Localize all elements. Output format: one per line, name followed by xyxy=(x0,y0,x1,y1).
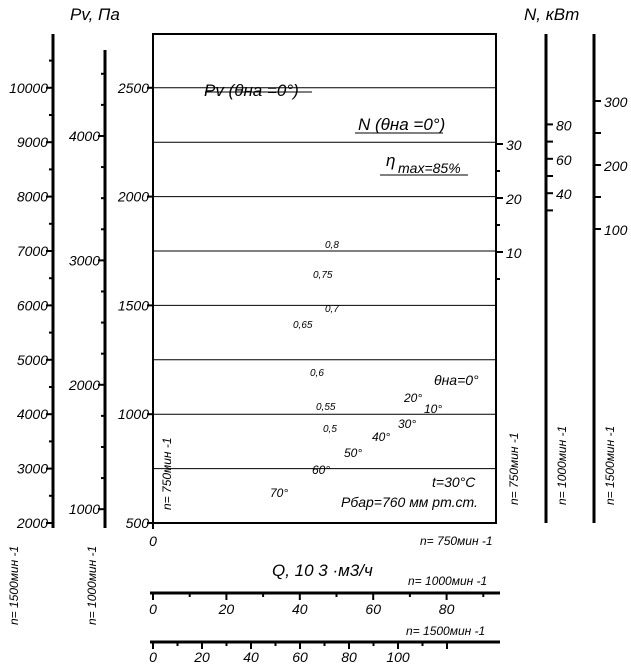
q1000-tick-label: 60 xyxy=(365,601,381,617)
speed-label-1500-right: n= 1500мин -1 xyxy=(603,426,617,505)
blade-angle-0-label: θна=0° xyxy=(434,372,479,388)
efficiency-055-label: 0,55 xyxy=(316,402,336,413)
q1500-tick-label: 20 xyxy=(193,649,210,664)
pv1500-tick-label: 8000 xyxy=(17,189,48,205)
pv1500-tick-label: 3000 xyxy=(17,461,48,477)
efficiency-060-label: 0,6 xyxy=(310,368,324,379)
pv1500-tick-label: 5000 xyxy=(17,352,48,368)
pv1000-tick-label: 1000 xyxy=(69,501,100,517)
pv1500-tick-label: 4000 xyxy=(17,406,48,422)
n1500-tick-label: 200 xyxy=(603,158,628,174)
pv1000-tick-label: 4000 xyxy=(69,128,100,144)
efficiency-050-label: 0,5 xyxy=(323,424,337,435)
q1500-tick-label: 0 xyxy=(149,649,157,664)
n1000-tick-label: 80 xyxy=(556,117,572,133)
n750-tick-label: 10 xyxy=(506,245,522,261)
q-axis-title: Q, 10 3 ·м3/ч xyxy=(272,561,373,580)
n750-tick-label: 30 xyxy=(506,137,522,153)
plot-axes: 5001000150020002500100020003000400020003… xyxy=(9,34,628,664)
condition-temperature: t=30°C xyxy=(432,474,476,490)
speed-label-1000-left: n= 1000мин -1 xyxy=(85,546,99,625)
speed-label-1000-bottom: n= 1000мин -1 xyxy=(408,574,487,588)
pv750-tick-label: 2000 xyxy=(117,189,149,205)
q1500-tick-label: 60 xyxy=(292,649,308,664)
speed-label-750-right: n= 750мин -1 xyxy=(507,432,521,505)
pv1500-tick-label: 6000 xyxy=(17,297,48,313)
blade-angle-60-label: 60° xyxy=(312,463,330,477)
pv1000-tick-label: 3000 xyxy=(69,252,100,268)
eta-max-symbol: η xyxy=(386,151,395,170)
efficiency-075-label: 0,75 xyxy=(313,270,333,281)
speed-label-1000-right: n= 1000мин -1 xyxy=(555,426,569,505)
efficiency-065-label: 0,65 xyxy=(293,320,313,331)
n-axis-title: N, кВт xyxy=(524,5,579,24)
pv-curve-label: Pv (θна =0°) xyxy=(204,81,299,100)
n1500-tick-label: 300 xyxy=(604,94,628,110)
blade-angle-30-label: 30° xyxy=(398,417,416,431)
pv1500-tick-label: 9000 xyxy=(17,134,48,150)
performance-curves xyxy=(205,91,468,176)
pv1500-tick-label: 2000 xyxy=(16,515,48,531)
blade-angle-40-label: 40° xyxy=(372,430,390,444)
pv750-tick-label: 1500 xyxy=(118,297,149,313)
pv1500-tick-label: 7000 xyxy=(17,243,48,259)
efficiency-070-label: 0,7 xyxy=(325,304,339,315)
pv1000-tick-label: 2000 xyxy=(68,377,100,393)
n750-tick-label: 20 xyxy=(505,191,522,207)
n1500-tick-label: 100 xyxy=(604,222,628,238)
n1000-tick-label: 40 xyxy=(556,186,572,202)
q1000-tick-label: 40 xyxy=(292,601,308,617)
speed-label-1500-bottom: n= 1500мин -1 xyxy=(406,624,485,638)
speed-label-750-left: n= 750мин -1 xyxy=(160,437,174,510)
q1500-tick-label: 40 xyxy=(243,649,259,664)
pv750-tick-label: 2500 xyxy=(117,80,149,96)
n-curve-label: N (θна =0°) xyxy=(358,115,445,134)
blade-angle-10-label: 10° xyxy=(424,402,442,416)
speed-label-750-bottom: n= 750мин -1 xyxy=(420,534,493,548)
pv-axis-title: Pv, Па xyxy=(70,5,120,24)
q1000-tick-label: 20 xyxy=(218,601,235,617)
q1000-tick-label: 80 xyxy=(439,601,455,617)
efficiency-080-label: 0,8 xyxy=(325,240,339,251)
blade-angle-70-label: 70° xyxy=(270,486,288,500)
blade-angle-20-label: 20° xyxy=(403,391,422,405)
n1000-tick-label: 60 xyxy=(556,152,572,168)
pv750-tick-label: 1000 xyxy=(118,406,149,422)
pv750-tick-label: 500 xyxy=(126,515,150,531)
q1500-tick-label: 100 xyxy=(386,649,410,664)
chart-labels: Pv, Па N, кВт Q, 10 3 ·м3/ч Pv (θна =0°)… xyxy=(7,5,617,638)
pv1500-tick-label: 10000 xyxy=(9,80,48,96)
speed-label-1500-left: n= 1500мин -1 xyxy=(7,546,21,625)
eta-max-label: max=85% xyxy=(398,160,461,176)
q1500-tick-label: 80 xyxy=(341,649,357,664)
q750-tick-label: 0 xyxy=(149,533,157,549)
blade-angle-50-label: 50° xyxy=(344,446,362,460)
condition-pressure: Pбар=760 мм рт.ст. xyxy=(341,494,478,510)
q1000-tick-label: 0 xyxy=(149,601,157,617)
